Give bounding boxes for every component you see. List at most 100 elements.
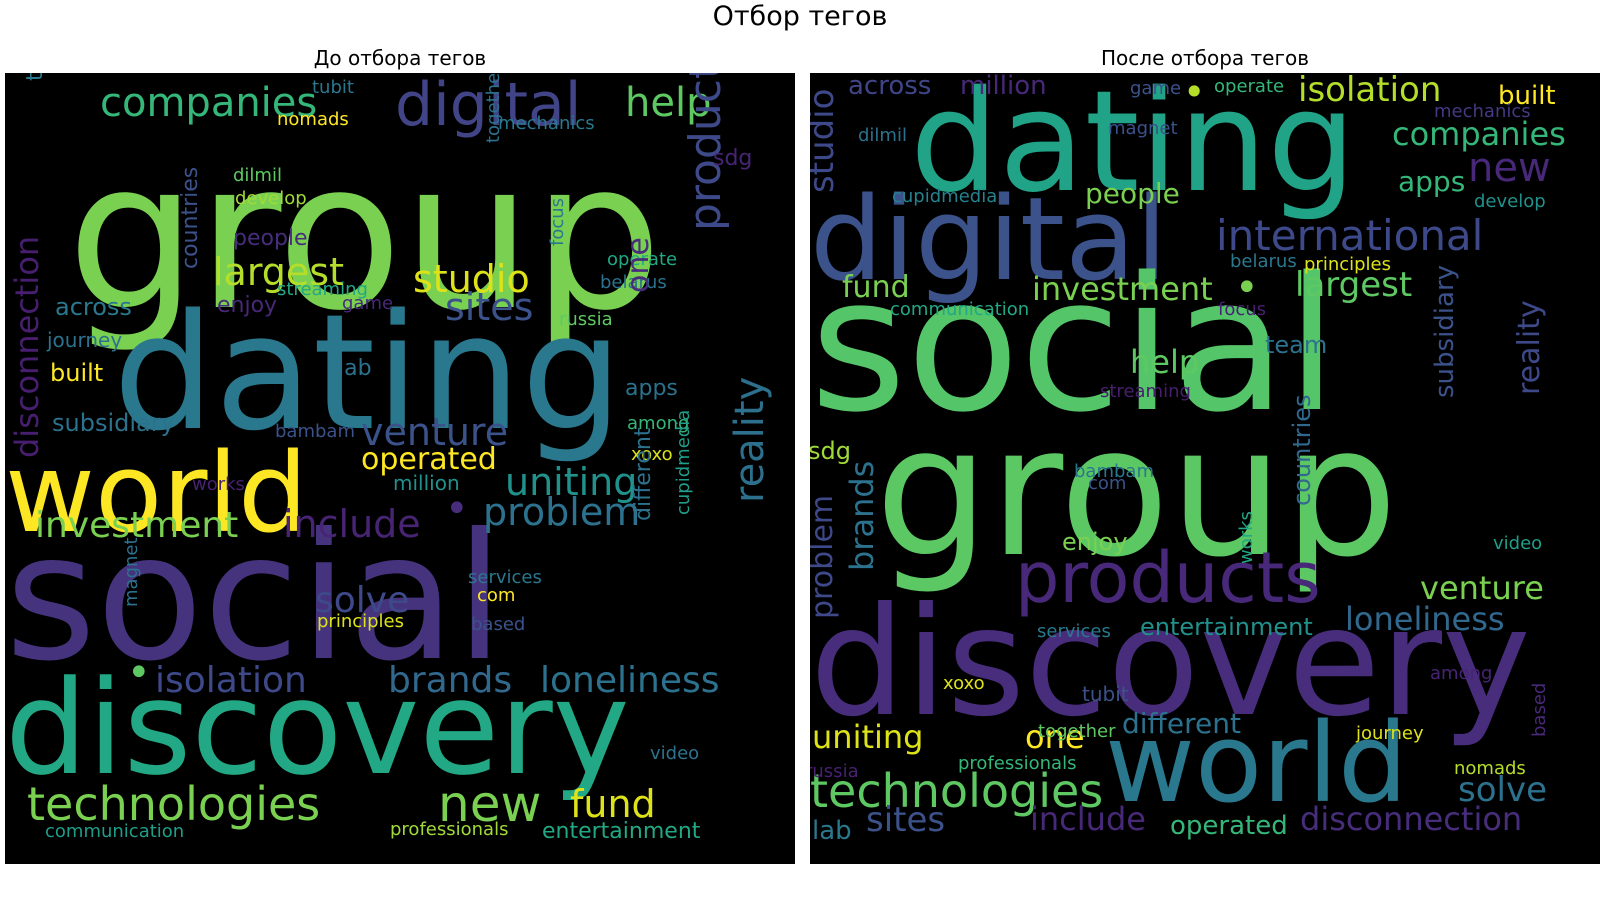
left-word-game: game: [342, 293, 394, 314]
left-word-services: services: [468, 567, 542, 588]
right-word-dot: •: [1183, 73, 1206, 114]
right-word-loneliness: loneliness: [1345, 600, 1505, 638]
right-word-digital: digital: [810, 173, 1168, 307]
left-word-international: international: [728, 73, 779, 77]
right-word-international: international: [1216, 211, 1484, 260]
left-word-different: different: [631, 427, 656, 521]
left-word-xoxo: xoxo: [631, 444, 673, 465]
right-word-largest: largest: [1295, 265, 1413, 305]
left-word-sites: sites: [445, 285, 534, 329]
right-word-develop: develop: [1474, 191, 1546, 212]
right-word-tubit: tubit: [1082, 682, 1129, 706]
left-word-technologies: technologies: [27, 777, 321, 831]
right-word-new: new: [1468, 145, 1551, 191]
left-word-people: people: [233, 226, 308, 251]
right-word-discovery: discovery: [810, 576, 1531, 750]
right-word-cloud: dating digital social group products discover…: [810, 73, 1600, 864]
right-word-different: different: [1122, 707, 1241, 740]
right-word-world: world: [1105, 699, 1408, 827]
right-word-solve: solve: [1458, 770, 1548, 810]
left-word-group: group: [67, 118, 663, 356]
right-word-operate: operate: [1214, 76, 1285, 97]
right-word-dilmil: dilmil: [858, 125, 907, 146]
left-word-isolation: isolation: [155, 660, 307, 701]
left-word-streaming: streaming: [277, 279, 368, 300]
right-word-belarus: belarus: [1230, 251, 1297, 272]
left-word-brands: brands: [388, 660, 513, 701]
right-word-based: based: [1529, 682, 1550, 737]
left-word-million: million: [393, 471, 460, 495]
left-word-cupidmedia: cupidmedia: [673, 409, 694, 515]
right-word-sdg: sdg: [810, 437, 851, 465]
right-word-companies: companies: [1392, 115, 1566, 153]
left-word-works: works: [192, 474, 245, 495]
left-word-journey: journey: [47, 328, 123, 352]
left-word-dilmil: dilmil: [233, 165, 282, 186]
right-word-together: together: [1038, 721, 1116, 742]
left-word-operate: operate: [607, 249, 678, 270]
right-word-include: include: [1030, 800, 1146, 838]
right-word-products: products: [1015, 537, 1321, 619]
right-word-streaming: streaming: [1100, 381, 1191, 402]
right-word-technologies: technologies: [810, 764, 1104, 818]
left-word-help: help: [625, 80, 712, 126]
left-word-studio: studio: [413, 257, 530, 301]
left-word-sdg: sdg: [713, 146, 753, 171]
right-word-lab: lab: [812, 816, 852, 846]
right-word-dating: dating: [910, 73, 1357, 224]
right-word-across: across: [848, 73, 932, 101]
left-word-discovery: discovery: [5, 652, 630, 804]
left-word-together: together: [483, 73, 504, 143]
left-word-companies: companies: [100, 80, 318, 126]
right-word-studio: studio: [810, 88, 842, 193]
right-word-fund: fund: [842, 270, 910, 305]
left-word-develop: develop: [235, 188, 307, 209]
left-panel-title: До отбора тегов: [313, 46, 487, 70]
left-word-problem: problem: [483, 490, 641, 534]
right-word-focus: focus: [1218, 299, 1267, 320]
figure-title: Отбор тегов: [712, 1, 888, 32]
left-word-dot: •: [445, 486, 469, 532]
left-word-loneliness: loneliness: [540, 660, 720, 701]
left-word-cloud: group dating social world discovery digital co…: [5, 73, 795, 864]
left-word-tubit: tubit: [312, 77, 354, 98]
left-word-lab: lab: [338, 356, 372, 381]
left-word-enjoy: enjoy: [217, 293, 278, 318]
right-word-help: help: [1130, 343, 1200, 381]
right-word-journey: journey: [1356, 723, 1424, 744]
right-word-cupidmedia: cupidmedia: [892, 186, 998, 207]
left-word-apps: apps: [625, 376, 678, 401]
right-word-one: one: [1025, 718, 1085, 756]
left-word-uniting: uniting: [505, 460, 638, 504]
right-word-sites: sites: [866, 800, 946, 840]
right-word-reality: reality: [1512, 300, 1547, 395]
left-word-russia: russia: [559, 309, 613, 330]
left-word-reality: reality: [727, 376, 773, 503]
left-word-new: new: [438, 775, 542, 833]
right-word-nomads: nomads: [1454, 758, 1526, 779]
left-word-disconnection: disconnection: [8, 235, 46, 458]
left-word-principles: principles: [317, 611, 405, 632]
right-word-mechanics: mechanics: [1434, 101, 1531, 122]
left-word-video: video: [650, 743, 700, 764]
left-word-largest: largest: [213, 250, 344, 294]
right-word-services: services: [1037, 621, 1111, 642]
left-word-world: world: [5, 429, 308, 557]
right-word-people: people: [1085, 177, 1180, 210]
left-word-com: com: [477, 585, 516, 606]
left-word-professionals: professionals: [390, 819, 509, 840]
left-word-venture: venture: [361, 410, 509, 454]
left-word-social: social: [5, 497, 504, 700]
left-word-solve: solve: [315, 580, 410, 621]
right-word-group: group: [875, 388, 1398, 597]
right-word-among: among: [1430, 663, 1493, 684]
left-word-dating: dating: [113, 279, 623, 466]
left-word-digital: digital: [395, 73, 582, 140]
left-word-mechanics: mechanics: [498, 113, 595, 134]
right-word-communication: communication: [890, 299, 1030, 320]
left-word-focus: focus: [547, 197, 568, 246]
right-word-com: com: [1088, 473, 1127, 494]
right-word-professionals: professionals: [958, 753, 1077, 774]
right-word-bambam: bambam: [1074, 461, 1154, 482]
right-word-isolation: isolation: [1298, 73, 1442, 110]
